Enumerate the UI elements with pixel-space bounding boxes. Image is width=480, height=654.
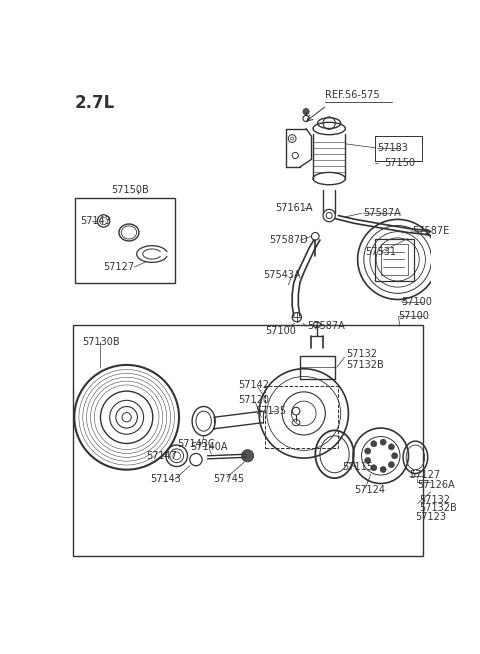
Bar xyxy=(443,436,477,481)
Text: 57127: 57127 xyxy=(104,262,135,272)
Text: 57531: 57531 xyxy=(365,247,396,257)
Text: 57143: 57143 xyxy=(150,474,180,484)
Circle shape xyxy=(380,439,386,445)
Bar xyxy=(381,244,408,275)
Circle shape xyxy=(371,465,377,471)
Text: 57123: 57123 xyxy=(415,512,446,523)
Text: 57587A: 57587A xyxy=(308,321,345,332)
Text: 57745: 57745 xyxy=(214,474,245,484)
Bar xyxy=(265,387,338,448)
Circle shape xyxy=(303,109,309,114)
Text: 57142: 57142 xyxy=(238,380,269,390)
Circle shape xyxy=(365,457,371,464)
Bar xyxy=(439,433,480,485)
Circle shape xyxy=(365,448,371,454)
Text: 57100: 57100 xyxy=(265,326,296,336)
Text: 57161A: 57161A xyxy=(275,203,313,213)
Text: 57120: 57120 xyxy=(238,395,269,405)
Text: 57126A: 57126A xyxy=(417,480,455,490)
Circle shape xyxy=(380,466,386,472)
Text: REF.56-575: REF.56-575 xyxy=(324,90,379,100)
Text: 57130B: 57130B xyxy=(82,337,120,347)
Text: 57143: 57143 xyxy=(81,216,111,226)
Text: 57132: 57132 xyxy=(419,496,450,506)
Text: 57147: 57147 xyxy=(146,451,177,461)
Text: 57150: 57150 xyxy=(384,158,416,168)
Text: 2.7L: 2.7L xyxy=(75,94,115,112)
Circle shape xyxy=(392,453,398,459)
Text: 57124: 57124 xyxy=(354,485,385,496)
Circle shape xyxy=(388,444,395,450)
Text: 57140A: 57140A xyxy=(191,441,228,451)
Bar xyxy=(375,136,421,161)
Text: 57183: 57183 xyxy=(377,143,408,153)
Text: 57587D: 57587D xyxy=(269,235,308,245)
Text: 57100: 57100 xyxy=(402,297,432,307)
Circle shape xyxy=(388,462,395,468)
Text: 57150B: 57150B xyxy=(111,185,149,195)
Bar xyxy=(75,198,175,283)
Text: 57587A: 57587A xyxy=(363,208,401,218)
Circle shape xyxy=(241,449,254,462)
Text: 57100: 57100 xyxy=(398,311,429,320)
Circle shape xyxy=(371,441,377,447)
Text: 57143C: 57143C xyxy=(177,439,215,449)
Bar xyxy=(73,325,423,556)
Text: 57132B: 57132B xyxy=(419,503,457,513)
Text: 57132B: 57132B xyxy=(346,360,384,370)
Text: 57127: 57127 xyxy=(409,470,440,480)
Text: 57135: 57135 xyxy=(255,406,286,416)
Text: 57132: 57132 xyxy=(346,349,377,359)
Text: 57543A: 57543A xyxy=(263,270,300,280)
Text: 57115: 57115 xyxy=(342,462,373,472)
Bar xyxy=(375,239,414,281)
Text: 57587E: 57587E xyxy=(412,226,450,236)
